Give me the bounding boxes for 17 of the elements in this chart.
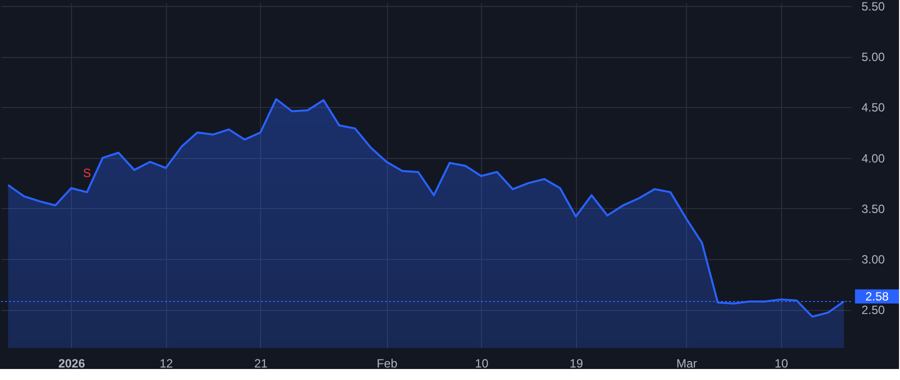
x-tick-label: 19 (570, 356, 584, 370)
x-tick-label: 12 (160, 356, 174, 370)
x-tick-label: Mar (676, 356, 698, 370)
x-tick-label: 10 (475, 356, 489, 370)
y-tick-label: 5.50 (862, 0, 886, 14)
y-tick-label: 3.50 (862, 202, 886, 216)
y-tick-label: 3.00 (862, 252, 886, 266)
y-tick-label: 4.00 (862, 151, 886, 166)
y-tick-label: 4.50 (862, 100, 886, 115)
x-tick-label: 21 (254, 356, 268, 370)
y-tick-label: 2.50 (862, 303, 886, 318)
x-tick-label: 10 (774, 356, 788, 370)
y-tick-label: 5.00 (862, 50, 886, 64)
x-tick-label: 2026 (58, 356, 86, 370)
annotation: S (82, 166, 92, 180)
x-tick-label: Feb (376, 356, 398, 370)
ref-line-label: 2.58 (865, 289, 889, 304)
